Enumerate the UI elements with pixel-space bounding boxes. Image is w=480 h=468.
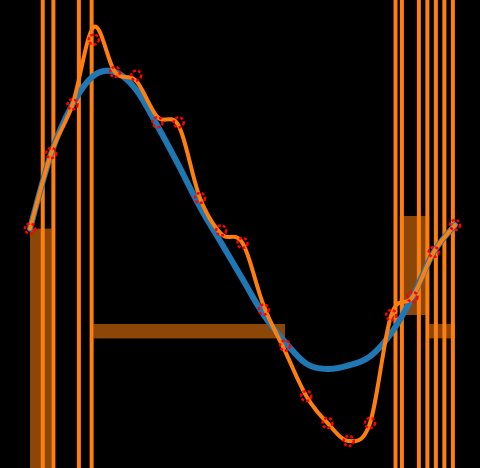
- data-point-6: [151, 116, 164, 129]
- data-point-14: [321, 416, 334, 430]
- data-point-12: [278, 339, 292, 352]
- data-point-11: [257, 303, 270, 316]
- data-point-16: [363, 416, 377, 430]
- data-point-4: [108, 65, 122, 79]
- data-point-5: [130, 69, 143, 82]
- data-point-19: [427, 245, 440, 259]
- data-point-0: [23, 222, 37, 235]
- data-point-7: [172, 116, 185, 129]
- spike-layer: [40, 0, 455, 468]
- data-point-13: [300, 389, 313, 403]
- band-layer: [30, 216, 455, 468]
- data-point-2: [66, 98, 79, 111]
- data-point-3: [87, 33, 100, 46]
- series-layer: [27, 24, 458, 444]
- band-rect-1: [93, 324, 285, 339]
- series-line-interpolant: [28, 24, 457, 444]
- points-layer: [23, 33, 462, 448]
- data-point-20: [448, 218, 462, 232]
- data-point-8: [193, 191, 207, 205]
- data-point-1: [45, 146, 58, 160]
- band-rect-0: [30, 228, 52, 468]
- data-point-18: [406, 290, 419, 304]
- data-point-15: [342, 434, 355, 448]
- data-point-10: [236, 236, 249, 250]
- data-point-17: [385, 308, 398, 322]
- data-point-9: [215, 224, 228, 237]
